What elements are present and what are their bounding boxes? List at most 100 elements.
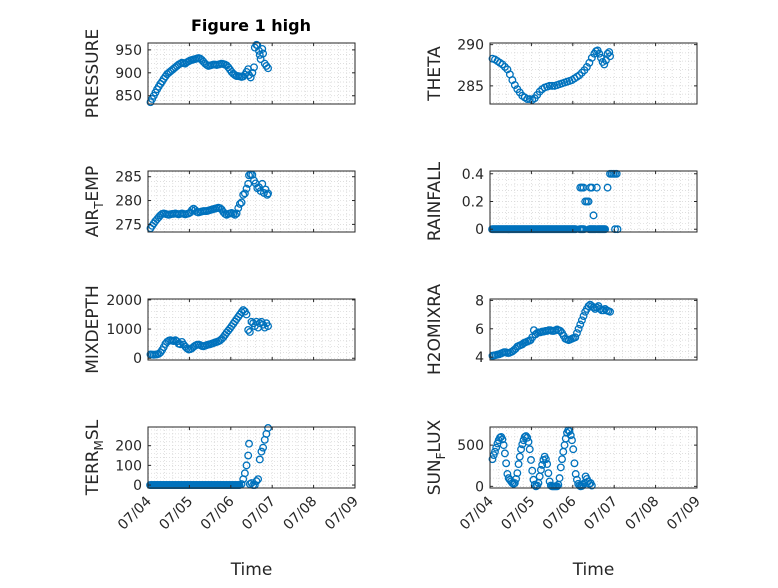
y-tick-label: 8 bbox=[475, 293, 484, 309]
x-tick-label: 07/04 bbox=[115, 493, 155, 533]
data-point bbox=[239, 190, 248, 199]
data-point bbox=[611, 225, 619, 234]
x-tick-label: 07/08 bbox=[281, 494, 321, 534]
data-markers bbox=[488, 300, 615, 360]
axes-box bbox=[147, 170, 356, 233]
data-point bbox=[230, 210, 239, 219]
data-markers bbox=[488, 426, 596, 491]
y-tick-label: 950 bbox=[115, 43, 142, 59]
y-tick-label: 500 bbox=[457, 438, 484, 454]
data-point bbox=[587, 481, 596, 490]
data-point bbox=[258, 179, 267, 188]
data-point bbox=[579, 312, 588, 320]
data-point bbox=[571, 333, 580, 342]
data-point bbox=[612, 169, 621, 178]
data-point bbox=[259, 443, 268, 452]
data-point bbox=[244, 451, 253, 460]
data-point bbox=[536, 465, 545, 474]
y-axis-label: SUNFLUX bbox=[425, 419, 448, 495]
data-point bbox=[524, 437, 533, 446]
y-tick-label: 290 bbox=[457, 38, 484, 54]
data-point bbox=[254, 475, 263, 484]
y-tick-label: 280 bbox=[115, 194, 142, 210]
data-point bbox=[568, 436, 576, 445]
data-point bbox=[240, 189, 249, 198]
data-point bbox=[244, 179, 253, 188]
y-tick-label: 0 bbox=[133, 351, 142, 367]
data-point bbox=[513, 469, 522, 478]
data-point bbox=[500, 62, 509, 71]
data-point bbox=[587, 53, 596, 62]
y-axis-label: RAINFALL bbox=[425, 161, 445, 241]
data-point bbox=[570, 459, 579, 468]
axes-background bbox=[490, 171, 697, 232]
y-axis-label: THETA bbox=[425, 46, 445, 102]
x-tick-label: 07/06 bbox=[540, 493, 580, 533]
tick-marks bbox=[147, 43, 356, 104]
data-point bbox=[538, 460, 547, 469]
y-tick-label: 850 bbox=[115, 89, 142, 105]
y-tick-label: 2000 bbox=[106, 293, 142, 309]
data-point bbox=[264, 189, 273, 198]
data-point bbox=[603, 183, 612, 192]
data-point bbox=[245, 439, 253, 448]
axes-box bbox=[489, 426, 698, 489]
axes-box bbox=[489, 298, 698, 361]
data-point bbox=[234, 204, 243, 213]
data-markers bbox=[488, 169, 622, 234]
data-point bbox=[577, 316, 586, 325]
x-tick-label: 07/07 bbox=[581, 494, 621, 534]
data-point bbox=[528, 466, 537, 475]
data-point bbox=[555, 474, 564, 483]
data-point bbox=[257, 447, 266, 456]
y-tick-label: 275 bbox=[115, 217, 142, 233]
data-point bbox=[248, 68, 257, 77]
data-point bbox=[264, 322, 273, 331]
data-point bbox=[566, 431, 575, 440]
grid-lines bbox=[147, 427, 356, 488]
subplot-sun-flux: 0 500 07/04 07/05 07/06 07/07 07/08 07/09 SUNFLU… bbox=[425, 419, 704, 580]
y-axis-label: H2OMIXRA bbox=[425, 284, 445, 375]
tick-marks bbox=[489, 427, 698, 488]
data-point bbox=[515, 452, 524, 461]
data-point bbox=[587, 183, 596, 192]
data-point bbox=[603, 49, 612, 58]
data-point bbox=[584, 302, 593, 311]
data-point bbox=[500, 449, 509, 458]
data-point bbox=[582, 62, 591, 71]
data-point bbox=[601, 225, 610, 234]
data-point bbox=[259, 49, 268, 58]
data-point bbox=[252, 477, 261, 486]
data-point bbox=[543, 460, 552, 469]
data-point bbox=[556, 463, 565, 472]
data-point bbox=[235, 199, 244, 208]
x-tick-label: 07/05 bbox=[156, 494, 196, 534]
data-point bbox=[242, 310, 251, 319]
data-point bbox=[264, 424, 273, 432]
data-point bbox=[558, 455, 566, 464]
y-axis-label: TERRMSL bbox=[83, 419, 106, 496]
subplot-theta: 285 290 THETA bbox=[425, 38, 698, 105]
data-point bbox=[605, 48, 614, 57]
data-point bbox=[592, 183, 601, 192]
y-tick-label: 0 bbox=[475, 222, 484, 238]
data-point bbox=[499, 441, 508, 450]
x-tick-label: 07/08 bbox=[623, 494, 663, 534]
data-point bbox=[187, 206, 196, 215]
axes-box bbox=[489, 42, 698, 105]
data-point bbox=[548, 81, 557, 90]
subplot-h2omixra: 4 6 8 H2OMIXRA bbox=[425, 284, 698, 375]
data-point bbox=[572, 329, 581, 337]
data-point bbox=[237, 480, 246, 489]
data-point bbox=[544, 469, 553, 478]
x-tick-label: 07/04 bbox=[457, 493, 497, 533]
y-tick-label: 200 bbox=[115, 439, 142, 455]
data-markers bbox=[146, 40, 273, 107]
data-point bbox=[576, 320, 585, 329]
y-tick-label: 100 bbox=[115, 458, 142, 474]
subplot-pressure: 850 900 950 PRESSURE bbox=[83, 29, 356, 118]
data-point bbox=[491, 447, 499, 456]
y-tick-label: 285 bbox=[457, 79, 484, 95]
tick-marks bbox=[147, 427, 356, 488]
x-tick-label: 07/05 bbox=[498, 494, 538, 534]
